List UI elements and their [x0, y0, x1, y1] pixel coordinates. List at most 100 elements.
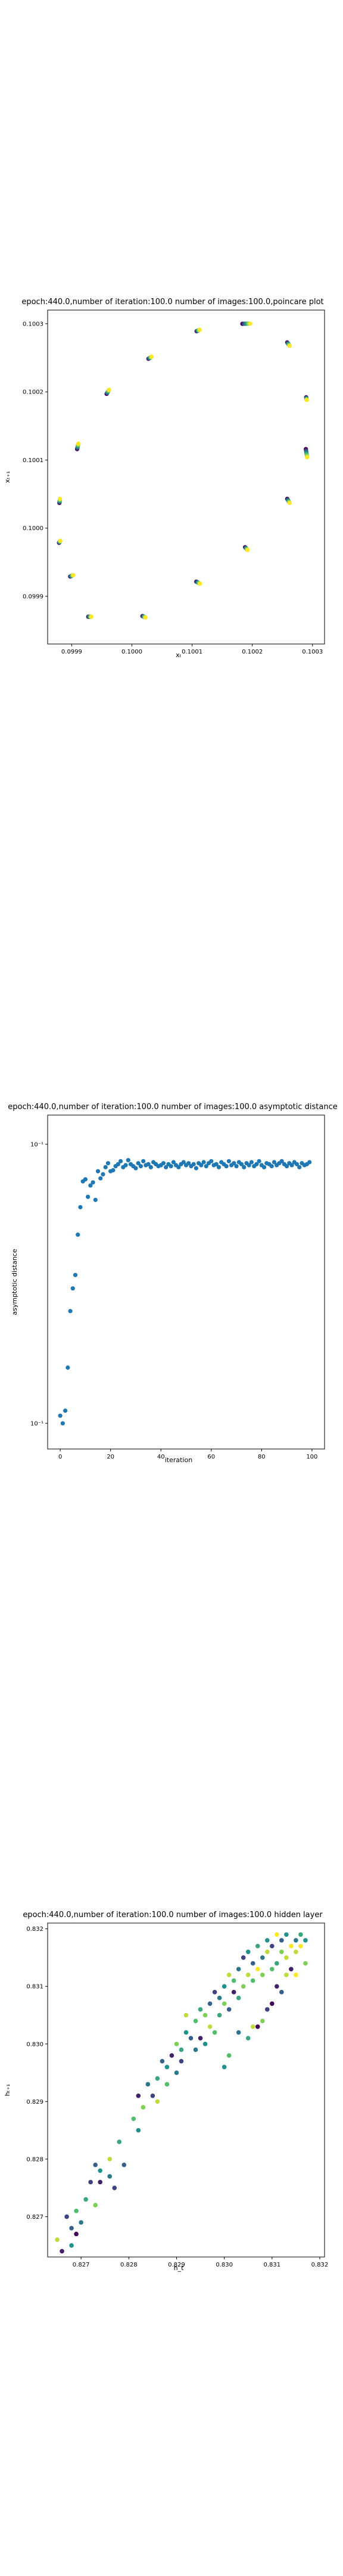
data-point	[269, 1164, 274, 1169]
data-point	[78, 1205, 83, 1210]
data-point	[289, 1163, 294, 1168]
data-point	[272, 1160, 277, 1165]
y-tick-label: 0.832	[26, 1926, 43, 1933]
data-point	[58, 538, 63, 543]
data-point	[155, 2076, 160, 2081]
data-point	[169, 2053, 174, 2058]
chart-title: epoch:440.0,number of iteration:100.0 nu…	[23, 1911, 323, 1919]
y-tick-label: 0.828	[26, 2156, 43, 2163]
data-point	[216, 1165, 222, 1170]
data-point	[199, 1163, 204, 1168]
x-tick-label: 100	[306, 1454, 317, 1460]
data-point	[83, 2197, 88, 2202]
data-point	[270, 2001, 275, 2006]
data-point	[145, 2082, 151, 2087]
data-point	[105, 1161, 111, 1166]
data-point	[161, 1161, 166, 1166]
data-point	[174, 2041, 179, 2046]
x-tick-label: 40	[157, 1454, 165, 1460]
data-point	[298, 1943, 303, 1949]
data-point	[275, 1961, 279, 1966]
data-point	[63, 1408, 68, 1413]
x-tick-label: 0.829	[168, 2262, 185, 2268]
y-tick-label: 0.827	[26, 2214, 43, 2221]
x-tick-label: 0	[58, 1454, 62, 1460]
data-point	[198, 581, 202, 586]
data-point	[275, 1984, 279, 1989]
data-point	[234, 1164, 239, 1169]
data-point	[217, 1995, 222, 2001]
x-axis-label: xₜ	[176, 651, 182, 659]
data-point	[60, 2249, 64, 2254]
data-point	[149, 354, 154, 359]
data-point	[95, 1169, 101, 1174]
data-point	[164, 2082, 170, 2087]
data-point	[264, 1949, 270, 1955]
data-point	[174, 2070, 179, 2075]
y-tick-label: 0.1003	[23, 321, 43, 327]
data-point	[209, 1159, 214, 1163]
data-point	[121, 2162, 127, 2168]
data-point	[150, 2093, 155, 2098]
data-point	[260, 2018, 265, 2023]
data-point	[284, 1955, 289, 1960]
data-point	[201, 1160, 206, 1165]
data-point	[226, 2053, 232, 2058]
data-point	[103, 1165, 108, 1170]
data-point	[287, 343, 292, 348]
data-point	[88, 2179, 93, 2185]
x-tick-label: 0.830	[216, 2262, 233, 2268]
data-point	[176, 1165, 181, 1170]
plot-area: 0.827 0.828 0.829 0.830 0.831 0.832 0.827 0.828…	[26, 1922, 328, 2268]
x-tick-label: 0.1000	[121, 649, 142, 655]
data-point	[183, 2012, 189, 2018]
data-point	[183, 2030, 189, 2035]
data-point	[245, 1973, 251, 1977]
data-point	[255, 2024, 260, 2029]
data-point	[136, 1161, 141, 1166]
data-point	[264, 2007, 270, 2012]
data-point	[160, 2058, 165, 2064]
data-point	[74, 2231, 79, 2237]
data-point	[284, 1973, 289, 1977]
data-point	[171, 1160, 176, 1165]
data-point	[88, 1183, 93, 1188]
plot-area: 0.0999 0.1000 0.1001 0.1002 0.1003 0.0999 0.10…	[23, 309, 325, 655]
data-point	[254, 1162, 259, 1166]
data-point	[232, 1161, 236, 1166]
data-point	[136, 2128, 141, 2133]
data-point	[111, 1168, 116, 1173]
x-tick-label: 80	[258, 1454, 266, 1460]
y-tick-label: 0.831	[26, 1984, 43, 1990]
data-point	[194, 1166, 199, 1171]
data-point	[212, 1990, 217, 1995]
data-point	[222, 2064, 227, 2070]
data-point	[222, 1984, 227, 1989]
y-tick-label: 0.1000	[23, 525, 43, 532]
data-point	[136, 2093, 141, 2098]
data-point	[289, 1967, 294, 1972]
data-point	[250, 1978, 255, 1983]
data-point	[247, 1163, 251, 1168]
data-point	[250, 2024, 255, 2029]
data-point	[70, 1286, 75, 1291]
data-point	[279, 1949, 284, 1955]
data-point	[126, 1158, 130, 1163]
data-point	[93, 2162, 98, 2168]
y-tick-label: 0.1001	[23, 457, 43, 464]
data-point	[264, 1938, 270, 1943]
data-point	[239, 1162, 244, 1166]
y-axis-label: xₜ₊₁	[4, 471, 11, 483]
data-point	[69, 2243, 74, 2248]
data-point	[207, 2001, 213, 2006]
data-point	[294, 1162, 300, 1166]
y-axis-label: hₜ₊₁	[4, 2084, 11, 2096]
data-point	[202, 2041, 208, 2046]
data-point	[107, 388, 111, 392]
data-point	[198, 2036, 203, 2041]
x-tick-label: 0.1002	[242, 649, 263, 655]
data-point	[193, 2018, 198, 2023]
data-point	[79, 2220, 83, 2225]
data-point	[148, 1165, 153, 1170]
data-point	[297, 1165, 302, 1170]
